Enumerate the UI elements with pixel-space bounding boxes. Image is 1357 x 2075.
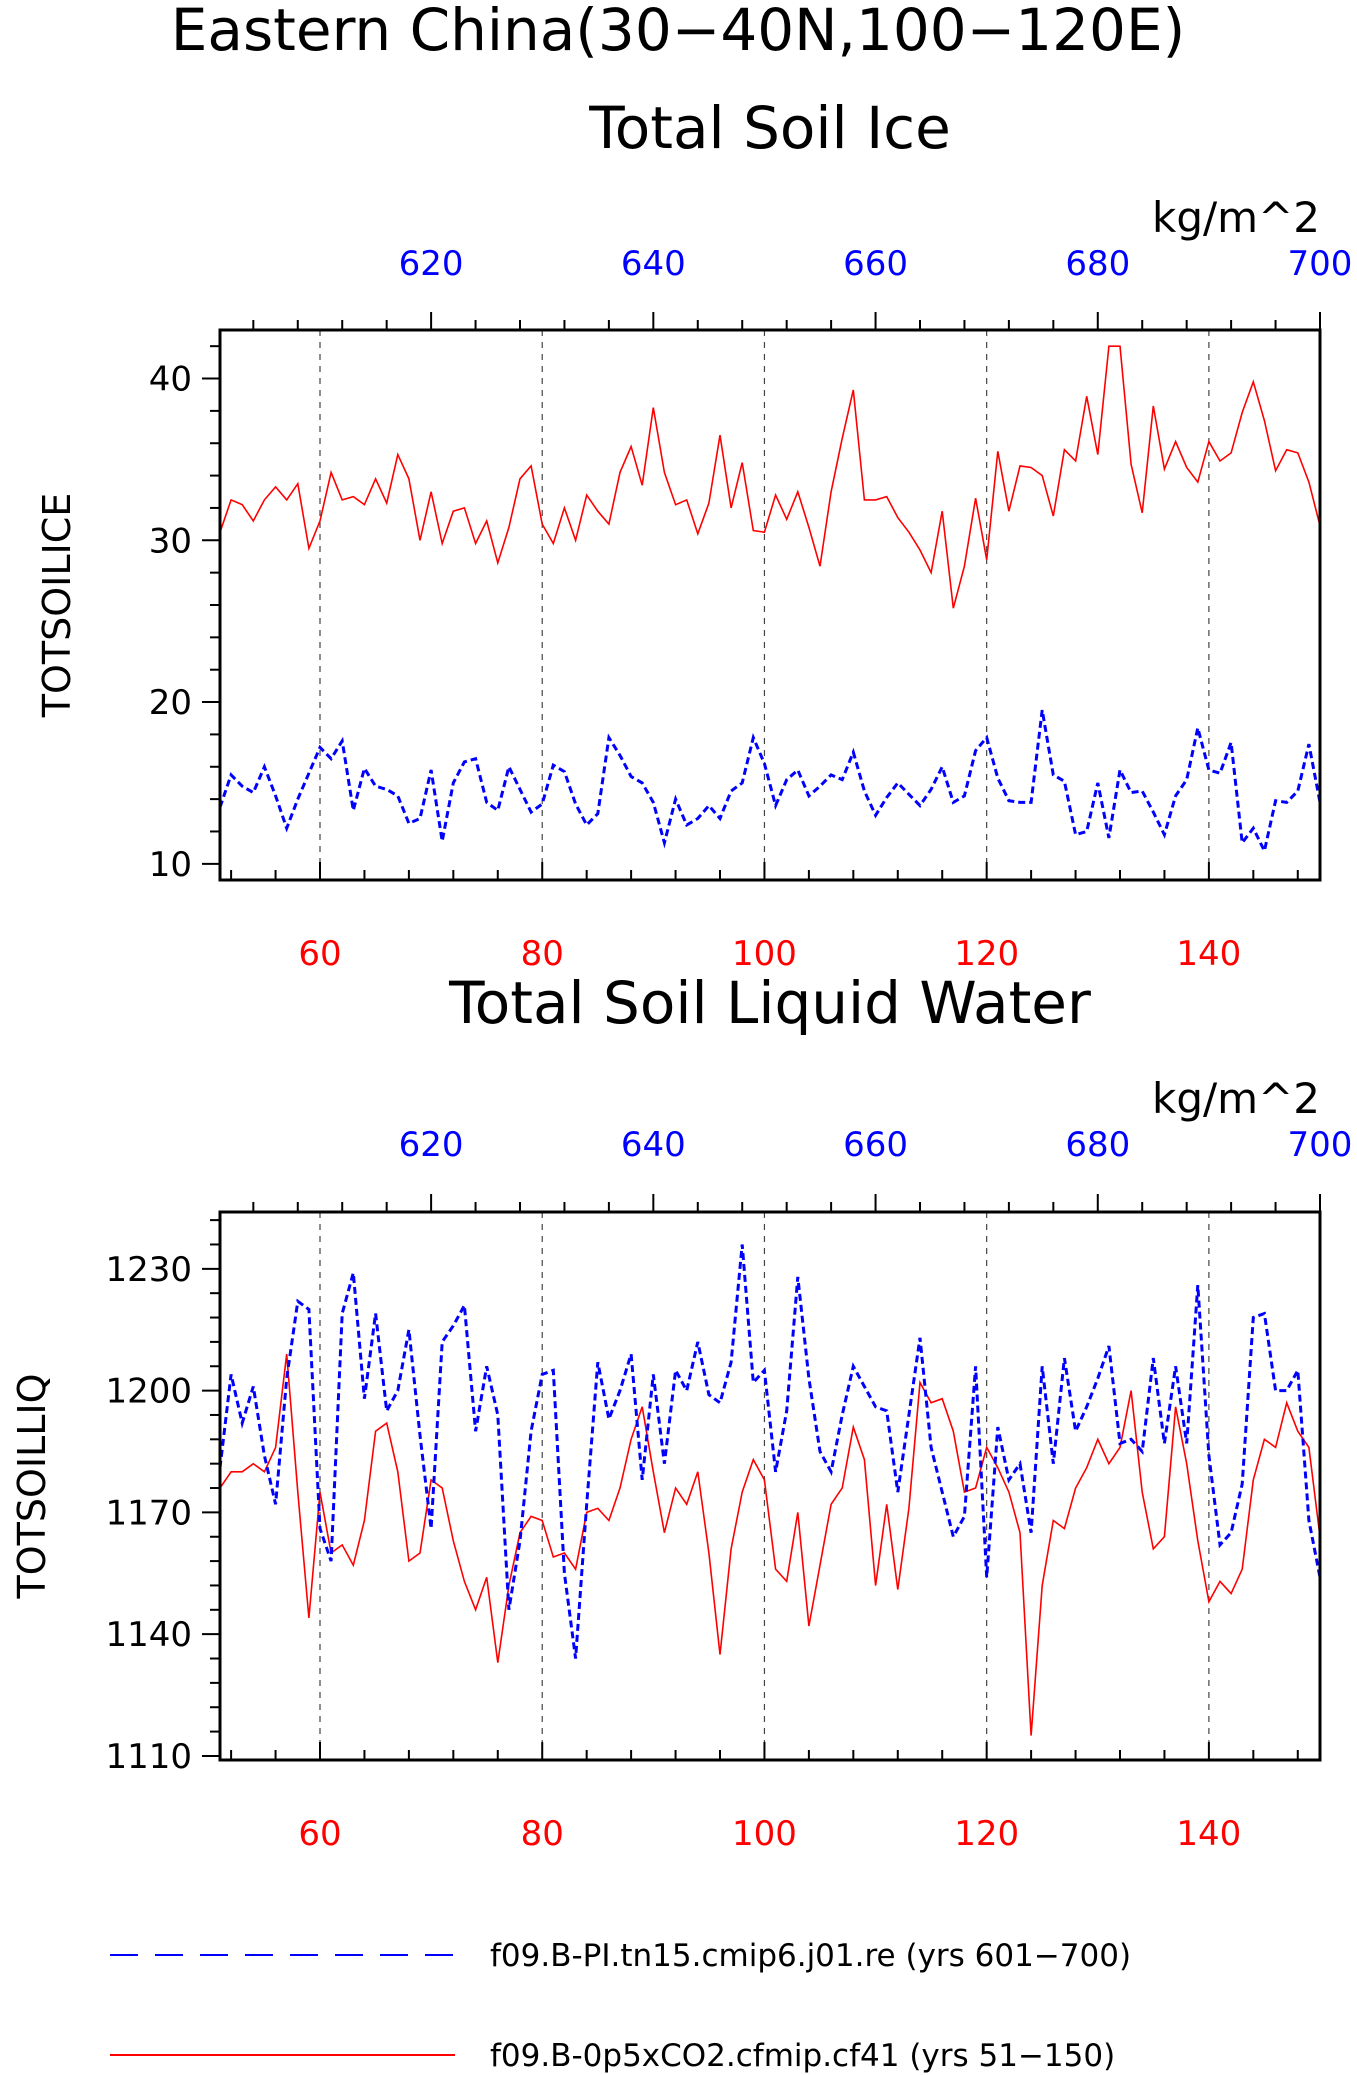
x-tick-label-bottom: 100 [732, 934, 797, 974]
y-tick-label: 1140 [105, 1615, 192, 1655]
y-tick-label: 1230 [105, 1250, 192, 1290]
x-tick-label-bottom: 80 [521, 1814, 564, 1854]
legend-label-red: f09.B-0p5xCO2.cfmip.cf41 (yrs 51−150) [490, 2038, 1115, 2074]
y-tick-label: 1200 [105, 1372, 192, 1412]
x-tick-label-bottom: 120 [954, 934, 1019, 974]
x-tick-label-top: 620 [399, 244, 464, 284]
x-tick-label-top: 680 [1065, 244, 1130, 284]
panel-title: Total Soil Liquid Water [448, 969, 1091, 1037]
series-line-blue [220, 1244, 1320, 1659]
y-axis-label: TOTSOILLIQ [10, 1373, 54, 1599]
x-tick-label-bottom: 140 [1176, 1814, 1241, 1854]
x-tick-label-top: 700 [1288, 1125, 1353, 1165]
x-tick-label-top: 680 [1065, 1125, 1130, 1165]
series-line-red [220, 345, 1320, 609]
x-tick-label-top: 660 [843, 1125, 908, 1165]
y-tick-label: 30 [149, 521, 192, 561]
x-tick-label-bottom: 60 [298, 1814, 341, 1854]
x-tick-label-bottom: 120 [954, 1814, 1019, 1854]
x-tick-label-bottom: 80 [521, 934, 564, 974]
x-tick-label-bottom: 60 [298, 934, 341, 974]
x-tick-label-bottom: 100 [732, 1814, 797, 1854]
legend-label-blue: f09.B-PI.tn15.cmip6.j01.re (yrs 601−700) [490, 1938, 1131, 1974]
units-label: kg/m^2 [1152, 1074, 1320, 1123]
y-tick-label: 10 [149, 845, 192, 885]
plot-frame [218, 328, 1322, 882]
legend: f09.B-PI.tn15.cmip6.j01.re (yrs 601−700)… [110, 1938, 1131, 2074]
x-tick-label-top: 620 [399, 1125, 464, 1165]
main-title: Eastern China(30−40N,100−120E) [171, 0, 1185, 64]
panel-total-soil-liquid-water: Total Soil Liquid Water kg/m^2 60 80 100 120 1… [10, 969, 1353, 1854]
y-tick-label: 40 [149, 360, 192, 400]
plot-frame [218, 1210, 1322, 1762]
y-axis-label: TOTSOILICE [35, 493, 79, 719]
series-line-red [220, 1354, 1320, 1736]
x-tick-label-top: 640 [621, 1125, 686, 1165]
y-tick-label: 1170 [105, 1493, 192, 1533]
x-tick-label-top: 700 [1288, 244, 1353, 284]
legend-item-red: f09.B-0p5xCO2.cfmip.cf41 (yrs 51−150) [110, 2038, 1115, 2074]
x-tick-label-top: 640 [621, 244, 686, 284]
panel-total-soil-ice: Total Soil Ice kg/m^2 60 80 100 120 140 620 640 6… [35, 94, 1352, 974]
y-tick-label: 1110 [105, 1737, 192, 1777]
legend-item-blue: f09.B-PI.tn15.cmip6.j01.re (yrs 601−700) [110, 1938, 1131, 1974]
panel-title: Total Soil Ice [588, 94, 951, 162]
series-line-blue [220, 709, 1320, 856]
units-label: kg/m^2 [1152, 193, 1320, 242]
x-tick-label-top: 660 [843, 244, 908, 284]
x-tick-label-bottom: 140 [1176, 934, 1241, 974]
y-tick-label: 20 [149, 683, 192, 723]
